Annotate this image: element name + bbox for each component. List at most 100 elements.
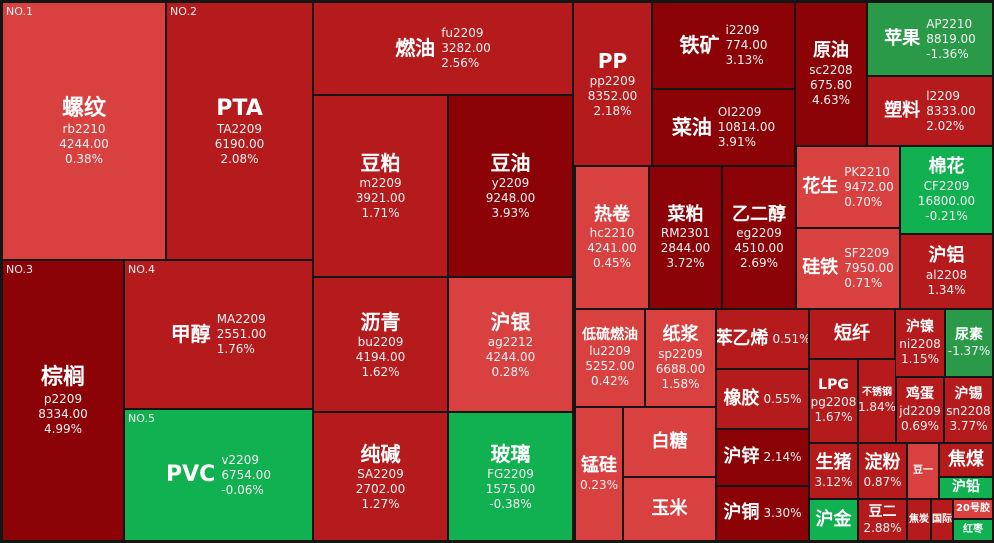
contract-code: sp2209 xyxy=(658,346,703,361)
change-percent: 0.69% xyxy=(900,418,940,433)
tile-沪锌[interactable]: 沪锌 2.14% xyxy=(716,429,809,486)
tile-RM2301[interactable]: 菜粕 RM2301 2844.00 3.72% xyxy=(649,166,722,309)
contract-code: m2209 xyxy=(359,176,402,190)
tile-pg2208[interactable]: LPG pg2208 1.67% xyxy=(809,359,858,443)
tile-焦煤[interactable]: 焦煤 xyxy=(939,443,993,477)
tile-红枣[interactable]: 红枣 xyxy=(953,519,993,541)
last-price: 9472.00 xyxy=(844,179,894,194)
tile-values: SF2209 7950.00 0.71% xyxy=(844,246,894,291)
instrument-name: 不锈钢 xyxy=(862,387,892,399)
instrument-name: 短纤 xyxy=(834,322,870,344)
tile-短纤[interactable]: 短纤 xyxy=(809,309,895,359)
change-percent: 0.51% xyxy=(772,331,809,346)
tile-玉米[interactable]: 玉米 xyxy=(623,477,716,541)
last-price: 8819.00 xyxy=(926,31,976,46)
tile-MA2209[interactable]: NO.4 甲醇 MA2209 2551.00 1.76% xyxy=(124,260,313,409)
tile-eg2209[interactable]: 乙二醇 eg2209 4510.00 2.69% xyxy=(722,166,796,309)
change-percent: 0.55% xyxy=(763,391,802,406)
instrument-name: 豆粕 xyxy=(360,151,401,175)
last-price: 3921.00 xyxy=(355,191,406,205)
instrument-name: 燃油 xyxy=(395,36,436,60)
instrument-name: 白糖 xyxy=(651,430,688,452)
tile-bu2209[interactable]: 沥青 bu2209 4194.00 1.62% xyxy=(313,277,448,412)
instrument-name: 纯碱 xyxy=(360,441,401,466)
change-percent: 1.58% xyxy=(661,376,700,391)
instrument-name: 原油 xyxy=(813,40,849,62)
last-price: 4510.00 xyxy=(734,241,784,256)
tile-i2209[interactable]: 铁矿 i2209 774.00 3.13% xyxy=(652,2,795,89)
contract-code: al2208 xyxy=(925,267,968,282)
tile-rb2210[interactable]: NO.1 螺纹 rb2210 4244.00 0.38% xyxy=(2,2,166,260)
tile-sp2209[interactable]: 纸浆 sp2209 6688.00 1.58% xyxy=(645,309,716,407)
tile-不锈钢[interactable]: 不锈钢 1.84% xyxy=(858,359,896,443)
tile-生猪[interactable]: 生猪 3.12% xyxy=(809,443,858,499)
change-percent: 0.38% xyxy=(64,152,104,167)
tile-SF2209[interactable]: 硅铁 SF2209 7950.00 0.71% xyxy=(796,228,900,309)
tile-白糖[interactable]: 白糖 xyxy=(623,407,716,477)
change-percent: 3.93% xyxy=(491,206,530,220)
instrument-name: 沥青 xyxy=(360,309,401,334)
change-percent: 3.12% xyxy=(814,474,853,489)
instrument-name: 纸浆 xyxy=(662,324,699,346)
tile-豆二[interactable]: 豆二 2.88% xyxy=(858,499,907,541)
last-price: 675.80 xyxy=(810,77,852,92)
tile-jd2209[interactable]: 鸡蛋 jd2209 0.69% xyxy=(896,377,944,443)
tile-尿素[interactable]: 尿素 -1.37% xyxy=(945,309,993,377)
tile-v2209[interactable]: NO.5 PVC v2209 6754.00 -0.06% xyxy=(124,409,313,541)
tile-TA2209[interactable]: NO.2 PTA TA2209 6190.00 2.08% xyxy=(166,2,313,260)
tile-values: OI2209 10814.00 3.91% xyxy=(718,105,775,150)
tile-国际[interactable]: 国际 xyxy=(931,499,953,541)
tile-沪金[interactable]: 沪金 xyxy=(809,499,858,541)
instrument-name: 红枣 xyxy=(963,523,983,535)
contract-code: l2209 xyxy=(926,88,961,103)
tile-苯乙烯[interactable]: 苯乙烯 0.51% xyxy=(716,309,809,369)
tile-m2209[interactable]: 豆粕 m2209 3921.00 1.71% xyxy=(313,95,448,277)
tile-al2208[interactable]: 沪铝 al2208 1.34% xyxy=(900,234,993,309)
tile-ag2212[interactable]: 沪银 ag2212 4244.00 0.28% xyxy=(448,277,573,412)
instrument-name: 棕榈 xyxy=(40,365,85,391)
tile-sc2208[interactable]: 原油 sc2208 675.80 4.63% xyxy=(795,2,867,146)
tile-pp2209[interactable]: PP pp2209 8352.00 2.18% xyxy=(573,2,652,166)
tile-l2209[interactable]: 塑料 l2209 8333.00 2.02% xyxy=(867,76,993,146)
instrument-name: 焦煤 xyxy=(948,448,984,470)
instrument-name: 花生 xyxy=(802,175,839,197)
tile-20号胶[interactable]: 20号胶 xyxy=(953,499,993,519)
tile-hc2210[interactable]: 热卷 hc2210 4241.00 0.45% xyxy=(575,166,649,309)
tile-焦炭[interactable]: 焦炭 xyxy=(907,499,931,541)
tile-淀粉[interactable]: 淀粉 0.87% xyxy=(858,443,907,499)
change-percent: 2.69% xyxy=(739,256,779,271)
rank-label: NO.4 xyxy=(128,263,155,276)
tile-p2209[interactable]: NO.3 棕榈 p2209 8334.00 4.99% xyxy=(2,260,124,541)
tile-y2209[interactable]: 豆油 y2209 9248.00 3.93% xyxy=(448,95,573,277)
contract-code: SA2209 xyxy=(357,466,404,481)
instrument-name: 尿素 xyxy=(955,326,983,343)
tile-CF2209[interactable]: 棉花 CF2209 16800.00 -0.21% xyxy=(900,146,993,234)
change-percent: -1.37% xyxy=(947,344,991,359)
tile-沪铅[interactable]: 沪铅 xyxy=(939,477,993,499)
tile-lu2209[interactable]: 低硫燃油 lu2209 5252.00 0.42% xyxy=(575,309,645,407)
contract-code: CF2209 xyxy=(923,178,970,193)
contract-code: sn2208 xyxy=(946,403,991,418)
tile-AP2210[interactable]: 苹果 AP2210 8819.00 -1.36% xyxy=(867,2,993,76)
instrument-name: 沪镍 xyxy=(906,319,934,336)
tile-OI2209[interactable]: 菜油 OI2209 10814.00 3.91% xyxy=(652,89,795,166)
tile-ni2208[interactable]: 沪镍 ni2208 1.15% xyxy=(895,309,945,377)
instrument-name: 锰硅 xyxy=(581,455,617,477)
change-percent: 0.87% xyxy=(863,474,902,489)
tile-FG2209[interactable]: 玻璃 FG2209 1575.00 -0.38% xyxy=(448,412,573,541)
contract-code: eg2209 xyxy=(736,226,782,241)
change-percent: 4.99% xyxy=(43,421,83,436)
last-price: 3282.00 xyxy=(441,41,491,55)
tile-沪铜[interactable]: 沪铜 3.30% xyxy=(716,486,809,541)
contract-code: ag2212 xyxy=(487,334,534,349)
tile-SA2209[interactable]: 纯碱 SA2209 2702.00 1.27% xyxy=(313,412,448,541)
tile-锰硅[interactable]: 锰硅 0.23% xyxy=(575,407,623,541)
tile-sn2208[interactable]: 沪锡 sn2208 3.77% xyxy=(944,377,993,443)
instrument-name: 沪铅 xyxy=(952,479,980,496)
tile-橡胶[interactable]: 橡胶 0.55% xyxy=(716,369,809,429)
tile-fu2209[interactable]: 燃油 fu2209 3282.00 2.56% xyxy=(313,2,573,95)
instrument-name: 豆油 xyxy=(490,151,531,175)
tile-豆一[interactable]: 豆一 xyxy=(907,443,939,499)
tile-PK2210[interactable]: 花生 PK2210 9472.00 0.70% xyxy=(796,146,900,228)
